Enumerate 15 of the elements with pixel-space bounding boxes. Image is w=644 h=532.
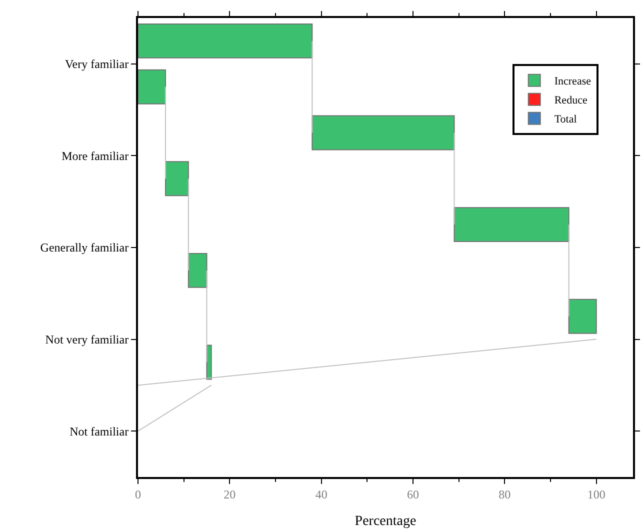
y-tick-label: Not familiar bbox=[70, 424, 129, 438]
y-tick-label: Very familiar bbox=[64, 57, 129, 72]
x-tick-label: 100 bbox=[587, 487, 606, 502]
x-tick-label: 20 bbox=[224, 487, 236, 502]
x-tick-label: 60 bbox=[407, 487, 419, 502]
y-tick-label: More familiar bbox=[62, 148, 129, 163]
x-tick-label: 80 bbox=[498, 487, 511, 502]
legend-label: Increase bbox=[554, 76, 592, 88]
legend-label: Total bbox=[554, 114, 577, 126]
x-axis-title: Percentage bbox=[354, 514, 416, 530]
x-tick-label: 40 bbox=[315, 487, 328, 502]
y-tick-label: Generally familiar bbox=[40, 240, 129, 255]
y-tick-label: Not very familiar bbox=[45, 332, 129, 346]
x-tick-label: 0 bbox=[135, 487, 141, 502]
legend-label: Reduce bbox=[554, 94, 588, 107]
